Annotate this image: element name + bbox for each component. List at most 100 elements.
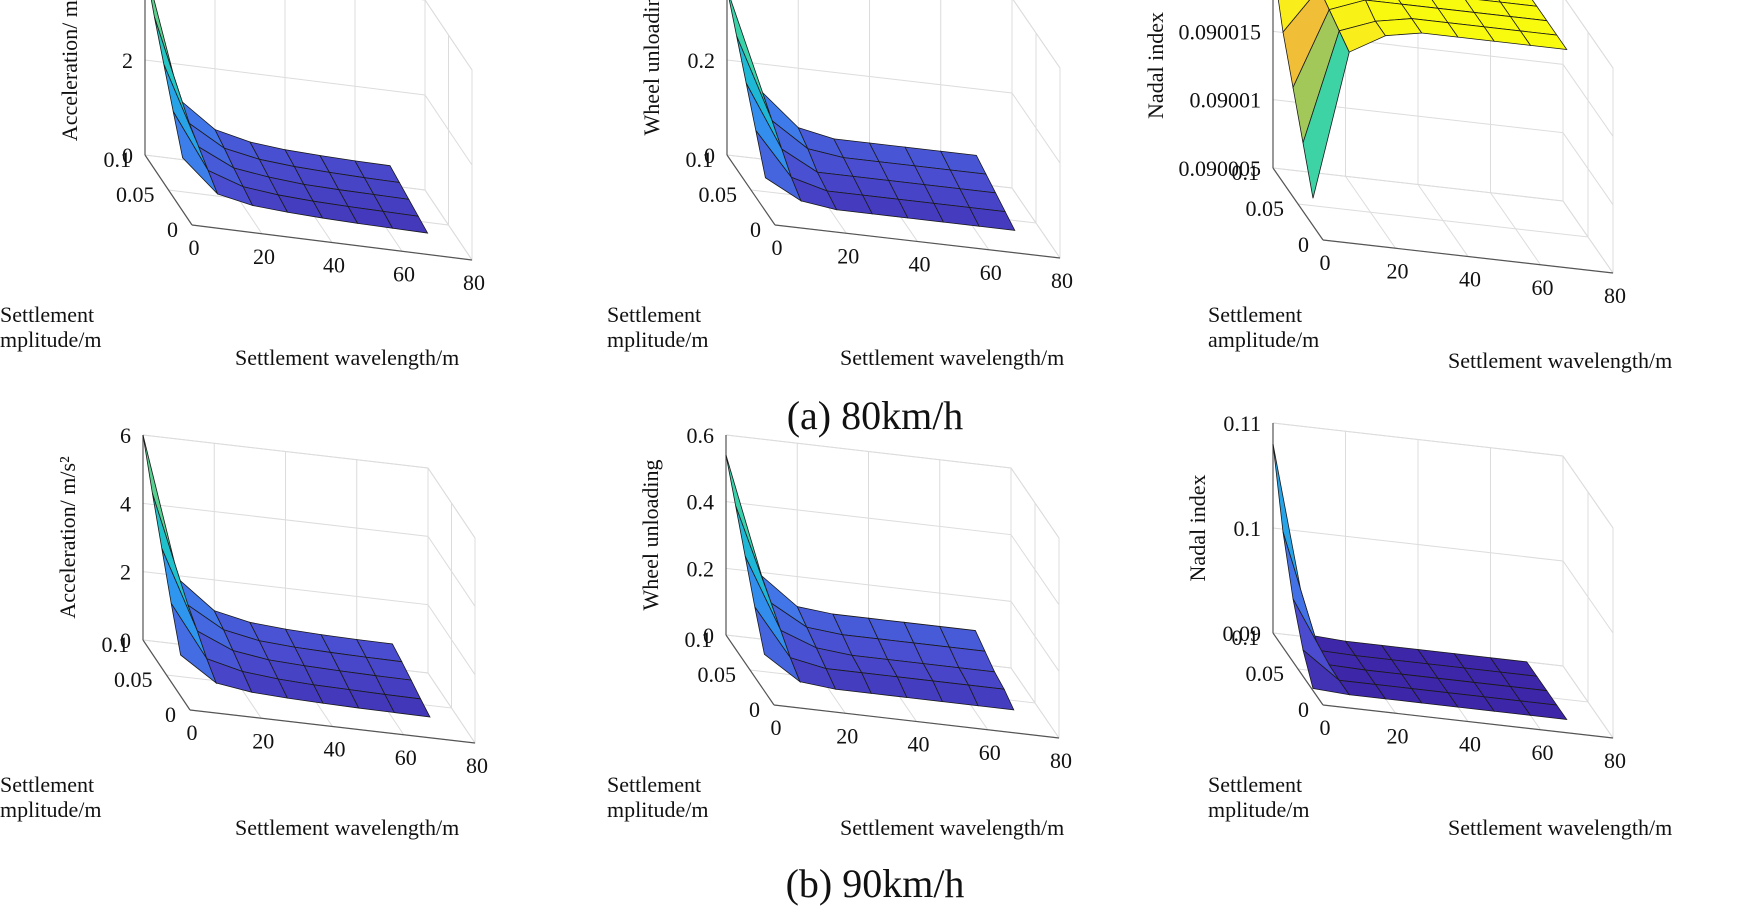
z-tick-label: 0.090005 — [1179, 156, 1262, 181]
x-tick-label: 80 — [466, 753, 488, 778]
x-tick-label: 80 — [463, 270, 485, 295]
z-axis-label: Nadal index — [1185, 475, 1210, 582]
surface-plot-3: 0 20 40 60 80 0 0.05 0.10.090005 0.09001 0.090015… — [1143, 0, 1672, 373]
y-tick-label: 0 — [750, 217, 761, 242]
surface-patch — [967, 684, 1015, 711]
z-tick-label: 2 — [120, 560, 131, 585]
x-tick-label: 60 — [1532, 740, 1554, 765]
z-axis-label: Nadal index — [1143, 12, 1168, 119]
x-tick-label: 60 — [395, 745, 417, 770]
z-tick-label: 0 — [704, 143, 715, 168]
x-tick-label: 40 — [324, 737, 346, 762]
x-tick-label: 0 — [187, 720, 198, 745]
box-edge — [424, 0, 473, 71]
y-tick-label: 0.1 — [686, 147, 714, 172]
z-tick-label: 6 — [120, 423, 131, 448]
box-edge — [427, 467, 476, 539]
x-tick-label: 80 — [1604, 748, 1626, 773]
gridline-y — [1322, 68, 1614, 274]
z-tick-label: 4 — [120, 491, 131, 516]
x-axis-label: Settlement wavelength/m — [235, 345, 459, 370]
x-tick-label: 40 — [909, 252, 931, 277]
x-tick-label: 20 — [837, 243, 859, 268]
axis-line — [1322, 704, 1614, 739]
y-axis-label: mplitude/m — [1208, 797, 1309, 822]
x-tick-label: 0 — [772, 235, 783, 260]
axis-line — [773, 704, 1060, 739]
y-axis-label: Settlement — [1208, 772, 1302, 797]
z-tick-label: 0 — [703, 623, 714, 648]
z-tick-label: 0.09 — [1223, 621, 1262, 646]
z-tick-label: 0 — [122, 143, 133, 168]
y-tick-label: 0.05 — [699, 182, 738, 207]
y-tick-label: 0.1 — [1232, 160, 1260, 185]
box-edge — [1272, 422, 1564, 457]
x-tick-label: 40 — [908, 732, 930, 757]
x-tick-label: 80 — [1604, 283, 1626, 308]
x-tick-label: 20 — [836, 723, 858, 748]
z-axis-label: Acceleration/ m/s² — [57, 0, 82, 141]
x-tick-label: 80 — [1051, 268, 1073, 293]
box-edge — [1562, 455, 1614, 529]
axis-line — [726, 154, 776, 226]
surface-patch — [1519, 700, 1568, 720]
box-edge — [142, 434, 429, 469]
axis-line — [774, 224, 1061, 259]
x-tick-label: 0 — [1320, 715, 1331, 740]
y-tick-label: 0 — [1298, 697, 1309, 722]
y-tick-label: 0 — [1298, 232, 1309, 257]
z-tick-label: 0.11 — [1223, 411, 1261, 436]
y-tick-label: 0.05 — [114, 667, 153, 692]
y-axis-label: Settlement — [607, 772, 701, 797]
x-tick-label: 0 — [189, 235, 200, 260]
x-axis-label: Settlement wavelength/m — [1448, 348, 1672, 373]
z-tick-label: 0.4 — [687, 490, 715, 515]
x-axis-label: Settlement wavelength/m — [840, 345, 1064, 370]
x-tick-label: 20 — [253, 244, 275, 269]
surface-patch — [382, 210, 429, 234]
x-axis-label: Settlement wavelength/m — [1448, 815, 1672, 840]
y-tick-label: 0.05 — [1246, 661, 1285, 686]
x-tick-label: 20 — [252, 728, 274, 753]
x-axis-label: Settlement wavelength/m — [840, 815, 1064, 840]
y-axis-label: mplitude/m — [0, 797, 101, 822]
surface-patch — [384, 693, 431, 718]
x-tick-label: 60 — [979, 740, 1001, 765]
y-axis-label: Settlement — [0, 302, 94, 327]
y-tick-label: 0.1 — [685, 627, 713, 652]
z-tick-label: 0.09001 — [1190, 88, 1262, 113]
z-axis-label: Wheel unloading — [639, 0, 664, 135]
y-axis-label: amplitude/m — [1208, 327, 1319, 352]
caption-80kmh: (a) 80km/h — [786, 393, 964, 438]
x-tick-label: 40 — [1459, 267, 1481, 292]
axis-line — [725, 634, 775, 706]
axis-line — [1272, 167, 1324, 241]
box-edge — [1010, 467, 1060, 539]
gridline-z — [1012, 0, 1061, 69]
y-axis-label: mplitude/m — [607, 797, 708, 822]
x-tick-label: 20 — [1387, 723, 1409, 748]
x-tick-label: 0 — [1320, 250, 1331, 275]
y-tick-label: 0.05 — [116, 182, 155, 207]
surface-patch — [142, 434, 189, 606]
x-tick-label: 60 — [980, 260, 1002, 285]
y-tick-label: 0.1 — [102, 632, 130, 657]
z-tick-label: 2 — [122, 48, 133, 73]
y-tick-label: 0.05 — [1246, 196, 1285, 221]
z-tick-label: 0.2 — [688, 48, 716, 73]
x-tick-label: 40 — [323, 253, 345, 278]
gridline-z — [1272, 527, 1614, 634]
gridline-z — [420, 0, 473, 71]
axis-line — [144, 154, 193, 226]
y-axis-label: Settlement — [1208, 302, 1302, 327]
y-axis-label: mplitude/m — [0, 327, 101, 352]
x-tick-label: 60 — [393, 261, 415, 286]
box-edge — [1012, 0, 1061, 69]
y-tick-label: 0.05 — [698, 662, 737, 687]
axis-line — [1272, 632, 1324, 706]
axis-line — [142, 639, 191, 711]
x-tick-label: 0 — [771, 715, 782, 740]
